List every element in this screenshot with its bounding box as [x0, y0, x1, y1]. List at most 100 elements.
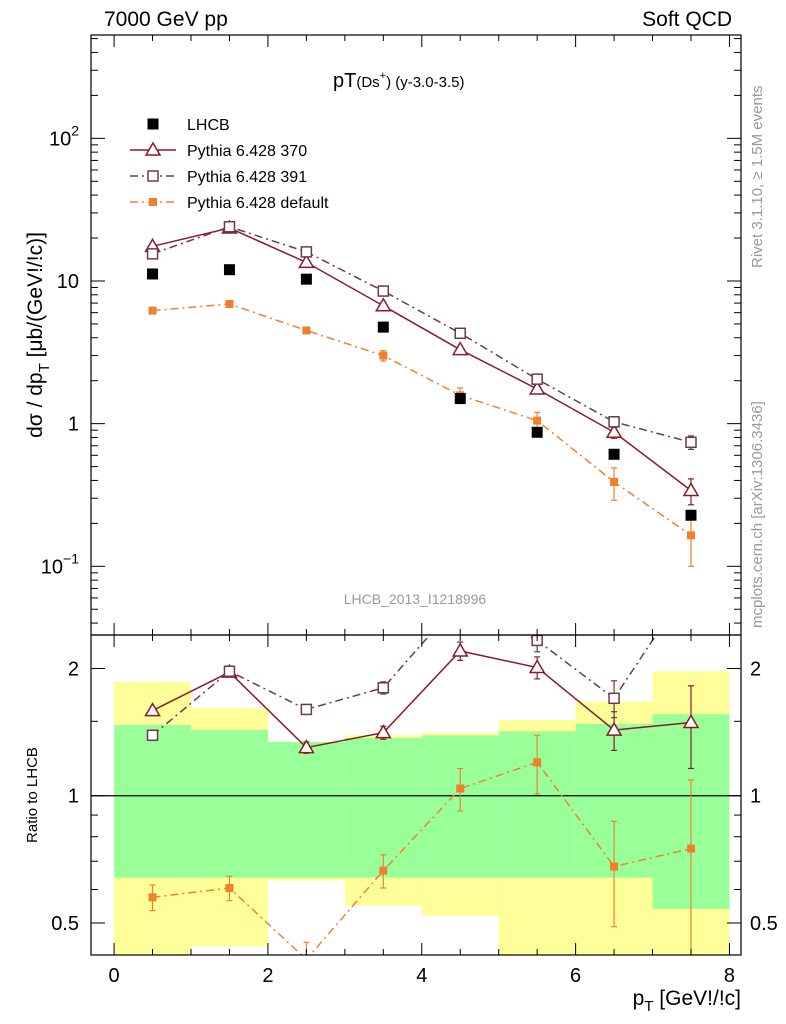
ratio-data-point — [686, 577, 696, 587]
legend-label: Pythia 6.428 default — [187, 195, 329, 212]
ratio-data-point — [225, 883, 234, 892]
main-y-tick-label: 102 — [49, 122, 79, 150]
main-y-tick-label: 10 — [57, 271, 79, 293]
ratio-data-point — [682, 714, 700, 729]
plot-title-close: ) — [386, 74, 391, 91]
ratio-data-point — [144, 702, 161, 717]
main-y-tick-base: 10 — [41, 556, 63, 578]
main-data-point — [685, 436, 697, 449]
legend: LHCB Pythia 6.428 370 Pythia 6.428 391 Pyth… — [130, 117, 329, 212]
main-y-tick-exp: −1 — [63, 550, 79, 566]
main-y-tick-label: 1 — [68, 414, 79, 436]
main-data-point — [608, 416, 620, 428]
ratio-y-tick-label-right: 0.5 — [750, 913, 778, 935]
ratio-series-line — [152, 761, 692, 955]
ratio-panel-marks — [144, 577, 700, 963]
main-y-tick-exp: 2 — [71, 122, 79, 138]
main-data-point — [533, 416, 542, 425]
rivet-label: Rivet 3.1.10, ≥ 1.5M events — [749, 86, 766, 269]
main-data-point — [685, 509, 697, 521]
main-panel-marks — [144, 219, 700, 567]
ratio-data-point — [608, 692, 620, 705]
main-series-line — [152, 225, 692, 444]
main-data-point — [377, 285, 390, 297]
ratio-data-point — [379, 866, 388, 875]
x-tick-label: 4 — [416, 965, 427, 987]
legend-marker — [149, 198, 157, 206]
ratio-data-point — [610, 862, 619, 871]
main-data-point — [147, 268, 159, 280]
x-tick-label: 0 — [109, 965, 120, 987]
mcplots-label: mcplots.cern.ch [arXiv:1306.3436] — [749, 401, 766, 628]
main-y-tick-base: 10 — [49, 128, 71, 150]
main-y-tick-base: 1 — [68, 414, 79, 436]
ratio-data-point — [146, 729, 159, 742]
ratio-data-point — [528, 659, 546, 674]
plot-title-main: pT — [333, 70, 356, 92]
main-y-axis-label: dσ / dpT [μb/(GeV!/!c)] — [24, 232, 53, 438]
legend-marker — [147, 170, 159, 182]
main-data-point — [298, 253, 315, 269]
main-data-point — [148, 306, 157, 315]
plot-title-range: (y-3.0-3.5) — [391, 74, 464, 91]
main-data-point — [531, 373, 543, 385]
legend-label: Pythia 6.428 370 — [187, 143, 307, 160]
x-tick-label: 8 — [724, 965, 735, 987]
main-data-point — [377, 321, 389, 333]
main-y-tick-base: 10 — [57, 271, 79, 293]
ratio-data-point — [148, 893, 157, 902]
ratio-y-axis-label: Ratio to LHCB — [24, 747, 41, 843]
ratio-data-point — [451, 642, 469, 657]
main-series-line — [152, 227, 692, 492]
plot-title-sup: + — [380, 70, 386, 82]
lhcb-band-inner — [267, 741, 345, 878]
main-data-point — [687, 531, 695, 540]
x-axis-label-post: [GeV!/!c] — [653, 987, 741, 1010]
main-data-point — [528, 380, 546, 395]
axis-ticks — [91, 35, 741, 955]
x-tick-label: 2 — [262, 965, 273, 987]
ratio-series-line — [152, 650, 692, 749]
main-data-point — [531, 426, 543, 438]
process-label: Soft QCD — [642, 8, 732, 31]
legend-marker — [144, 141, 162, 156]
ratio-y-tick-label: 1 — [68, 786, 79, 808]
main-data-point — [223, 220, 236, 233]
ratio-data-point — [605, 721, 623, 736]
analysis-label: LHCB_2013_I1218996 — [344, 591, 487, 607]
x-axis-label-sub: T — [644, 998, 653, 1015]
main-data-point — [225, 299, 234, 308]
ratio-data-point — [302, 955, 310, 963]
main-data-point — [300, 246, 313, 258]
ratio-data-point — [456, 784, 465, 793]
lhcb-band-inner — [191, 730, 268, 878]
ratio-data-point — [377, 682, 390, 694]
energy-label: 7000 GeV pp — [104, 8, 228, 31]
ratio-data-point — [533, 758, 542, 767]
lhcb-band-inner — [114, 724, 191, 878]
ratio-data-point — [687, 844, 695, 853]
ratio-y-tick-label: 0.5 — [51, 913, 79, 935]
main-data-point — [605, 423, 623, 439]
main-data-point — [451, 341, 469, 356]
x-axis-label: pT [GeV!/!c] — [633, 987, 741, 1015]
main-data-point — [302, 326, 311, 335]
main-y-axis-label-sub: T — [36, 363, 53, 372]
main-data-point — [682, 482, 700, 497]
plot-title-sub: (Ds — [356, 74, 379, 91]
legend-marker — [147, 118, 159, 130]
main-data-point — [379, 351, 388, 360]
ratio-data-point — [298, 739, 315, 754]
x-axis-label-pre: p — [633, 987, 645, 1010]
main-data-point — [608, 448, 620, 460]
main-data-point — [300, 273, 312, 285]
main-data-point — [146, 248, 159, 260]
ratio-y-tick-label-right: 2 — [750, 658, 761, 680]
ratio-data-point — [300, 703, 313, 716]
main-data-point — [610, 477, 619, 486]
ratio-panel-frame — [90, 634, 742, 956]
ratio-y-tick-label: 2 — [68, 658, 79, 680]
main-data-point — [454, 393, 466, 405]
